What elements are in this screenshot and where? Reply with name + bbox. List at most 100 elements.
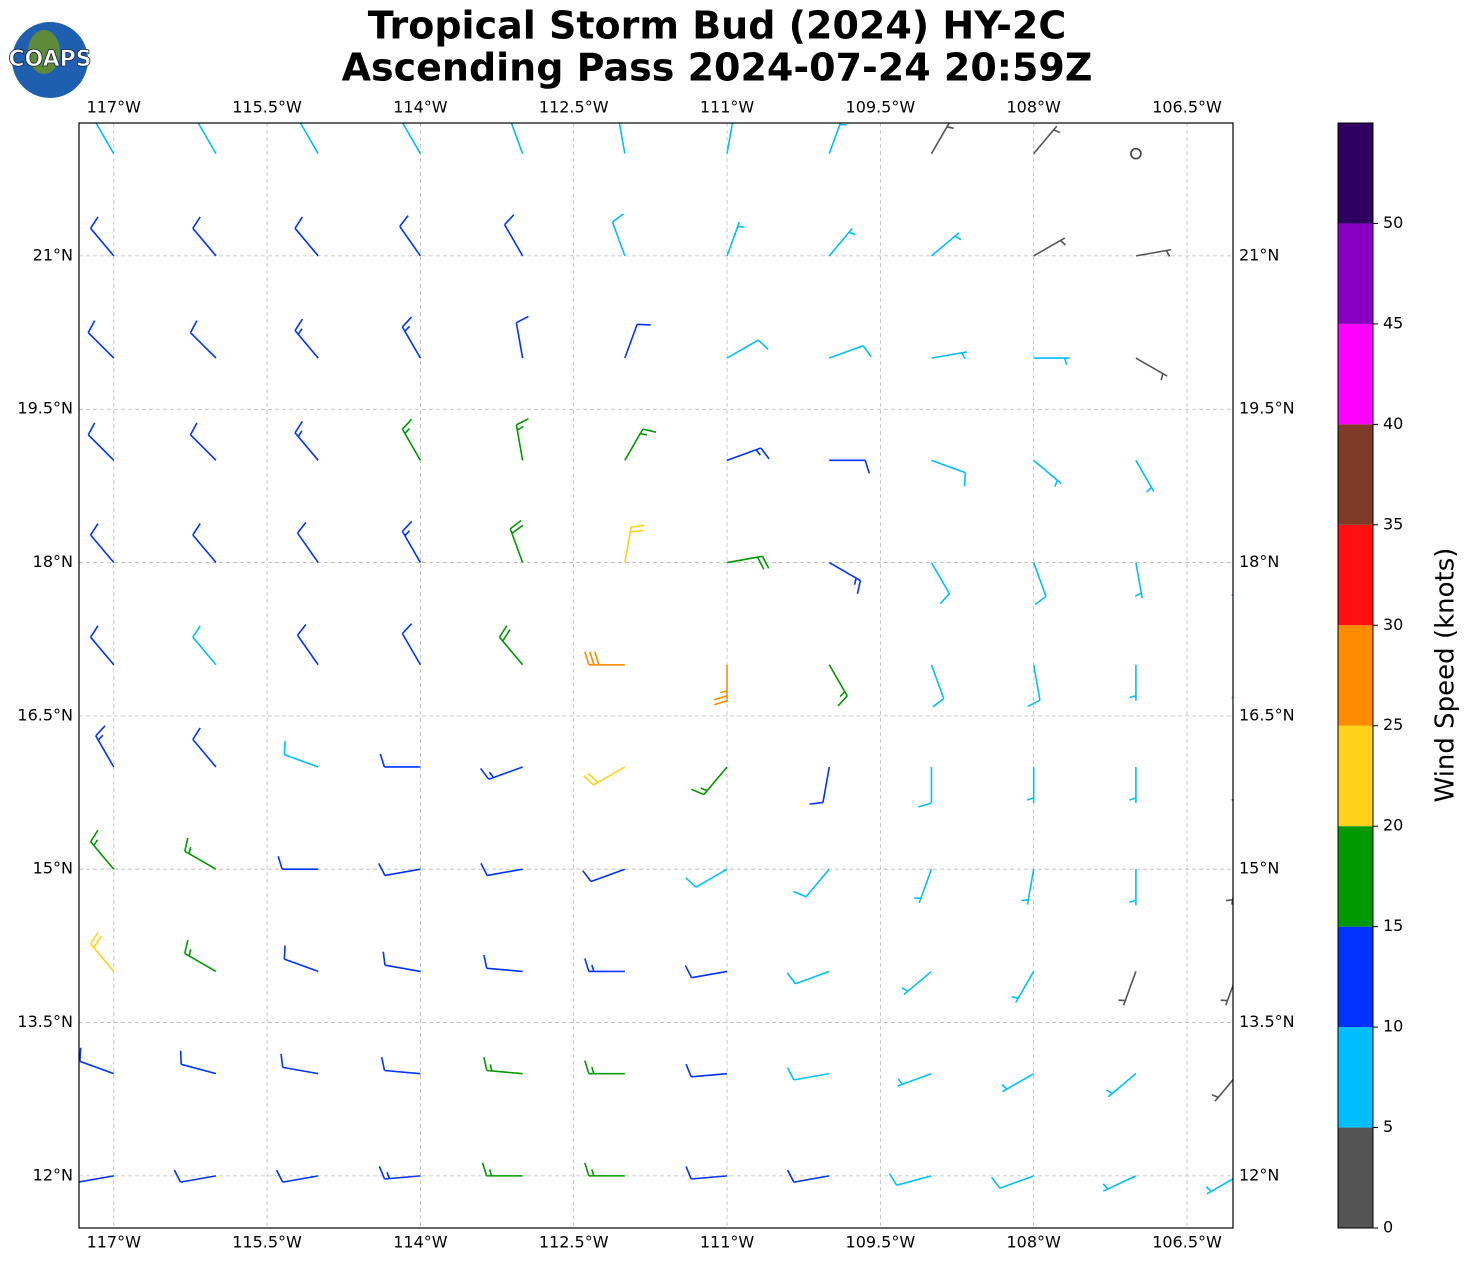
wind-barb (382, 951, 421, 973)
wind-barb (1001, 1072, 1035, 1093)
wind-barb (828, 123, 847, 154)
colorbar-segment (1338, 625, 1373, 726)
wind-barb (1134, 562, 1143, 599)
colorbar-tick-label: 20 (1383, 816, 1403, 835)
wind-barb (828, 561, 862, 594)
y-tick-label: 13.5°N (1239, 1012, 1295, 1031)
wind-barb (509, 519, 524, 563)
wind-barb (1027, 664, 1041, 708)
wind-barb (931, 351, 968, 360)
wind-barb (1033, 237, 1067, 257)
x-tick-label: 106.5°W (1152, 98, 1222, 117)
wind-barb (1129, 766, 1137, 803)
wind-barb (294, 216, 319, 257)
wind-barb (277, 855, 319, 871)
wind-barb (584, 1162, 625, 1177)
wind-barb (95, 123, 115, 155)
y-tick-label: 21°N (33, 245, 73, 264)
x-tick-label: 106.5°W (1152, 1233, 1222, 1252)
wind-barb (89, 216, 115, 257)
wind-barb (401, 520, 422, 563)
wind-barb (1102, 1175, 1137, 1192)
wind-barb (89, 829, 115, 870)
y-tick-label: 13.5°N (17, 1012, 73, 1031)
wind-barb (1135, 248, 1172, 257)
wind-barb (79, 1175, 114, 1183)
colorbar-tick-label: 0 (1383, 1218, 1393, 1237)
wind-barb (399, 215, 422, 257)
wind-barb (828, 227, 856, 257)
colorbar-segment (1338, 725, 1373, 827)
y-tick-label: 21°N (1239, 245, 1279, 264)
wind-barb (1026, 766, 1035, 803)
colorbar-segment (1338, 223, 1373, 324)
wind-barb (726, 221, 745, 257)
wind-barb (1135, 459, 1155, 493)
y-tick-label: 18°N (1239, 552, 1279, 571)
wind-barb (726, 447, 770, 462)
wind-barb (378, 1166, 421, 1180)
wind-barb (89, 523, 115, 564)
x-tick-label: 111°W (700, 98, 755, 117)
colorbar-segment (1338, 826, 1373, 927)
wind-barb (89, 625, 115, 666)
wind-barb (1129, 869, 1137, 906)
colorbar-tick-label: 30 (1383, 615, 1403, 634)
wind-barb (1237, 460, 1244, 495)
colorbar-segment (1338, 1127, 1373, 1228)
wind-barb (192, 727, 217, 768)
x-tick-label: 111°W (700, 1233, 755, 1252)
logo-text: COAPS (8, 47, 91, 72)
wind-barb (726, 123, 740, 154)
wind-barb (897, 1072, 932, 1087)
wind-barb (1220, 983, 1233, 1006)
wind-barb (89, 931, 115, 972)
wind-barb (611, 213, 626, 257)
wind-barb (515, 417, 529, 461)
wind-barb (379, 753, 421, 768)
wind-barb (197, 123, 217, 155)
y-tick-label: 12°N (1239, 1165, 1279, 1184)
wind-barb (299, 123, 319, 155)
wind-barb (1011, 971, 1035, 1004)
wind-barb (624, 524, 645, 563)
barb-field (79, 123, 1256, 1195)
wind-barb (515, 315, 529, 359)
wind-barb (401, 623, 422, 666)
x-tick-label: 114°W (393, 98, 448, 117)
wind-barb (1135, 357, 1168, 381)
wind-barb (726, 339, 769, 359)
wind-barb (173, 1169, 217, 1183)
wind-barb (918, 766, 933, 808)
x-tick-label: 108°W (1007, 98, 1062, 117)
x-tick-label: 115.5°W (232, 1233, 302, 1252)
wind-barb (1238, 358, 1256, 390)
colorbar-segment (1338, 323, 1373, 425)
chart-title: Tropical Storm Bud (2024) HY-2C (368, 4, 1066, 48)
wind-barb (510, 123, 524, 154)
wind-barb (294, 420, 319, 461)
wind-barb (624, 428, 657, 461)
wind-barb (930, 664, 945, 708)
wind-barb (481, 1162, 523, 1177)
x-tick-label: 112.5°W (539, 1233, 609, 1252)
grid (79, 123, 1233, 1228)
wind-barb (809, 766, 831, 805)
colorbar-tick-label: 10 (1383, 1017, 1403, 1036)
wind-barb (401, 418, 422, 461)
wind-barb (483, 954, 523, 973)
wind-barb (296, 624, 319, 666)
x-tick-label: 117°W (87, 1233, 142, 1252)
wind-barb (888, 1173, 932, 1186)
wind-barb (184, 837, 217, 870)
wind-barb (931, 459, 967, 487)
colorbar-tick-label: 15 (1383, 916, 1403, 935)
y-tick-label: 19.5°N (1239, 399, 1295, 418)
wind-barb (87, 422, 115, 461)
colorbar-segment (1338, 424, 1373, 525)
wind-barb (1021, 869, 1035, 905)
wind-barb (380, 1057, 421, 1075)
wind-barb (691, 766, 728, 796)
wind-barb (584, 958, 625, 973)
